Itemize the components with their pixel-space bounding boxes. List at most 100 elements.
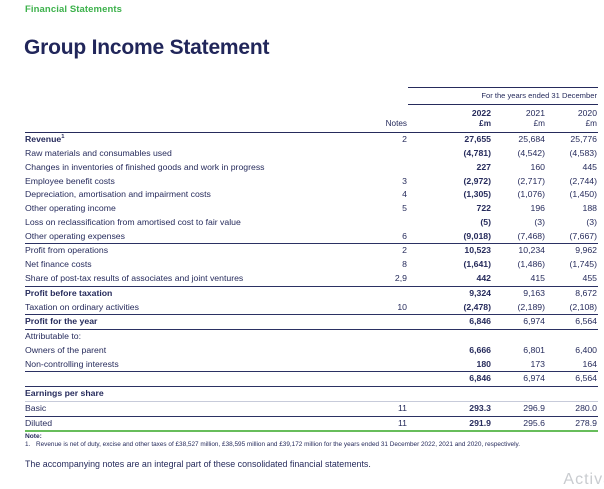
row-label: Revenue1 (25, 131, 370, 147)
value-2020 (546, 386, 598, 402)
value-2020: 8,672 (575, 287, 597, 298)
value-2020: (1,745) (569, 259, 597, 270)
value-2021 (492, 329, 546, 343)
value-2021 (492, 386, 546, 402)
table-row: Diluted 11 291.9 295.6 278.9 (25, 416, 598, 433)
value-2021: (7,468) (492, 229, 546, 245)
value-2020: 445 (582, 161, 598, 172)
row-note: 10 (370, 300, 408, 316)
value-2021: 6,801 (523, 344, 545, 355)
table-row: Share of post-tax results of associates … (25, 271, 598, 287)
header-spacer (25, 105, 408, 119)
year-2021-header: 2021 (525, 108, 545, 118)
row-note (370, 357, 408, 373)
table-row: Depreciation, amortisation and impairmen… (25, 188, 598, 202)
value-2020: 6,400 (575, 344, 597, 355)
row-note: 8 (402, 259, 407, 270)
value-2022 (408, 329, 492, 343)
year-2020-header: 2020 (577, 108, 597, 118)
watermark-text: Activa (563, 471, 604, 488)
unit-2020-header: £m (585, 119, 597, 128)
header-spacer (25, 88, 408, 105)
value-2020: 455 (546, 271, 598, 287)
unit-2022-header: £m (479, 119, 491, 128)
table-row: Revenue1 2 27,655 25,684 25,776 (25, 131, 598, 147)
value-2022: 6,846 (408, 371, 492, 388)
row-note (370, 314, 408, 330)
table-row: Changes in inventories of finished goods… (25, 161, 598, 175)
row-label: Attributable to: (25, 331, 82, 342)
value-2021: (1,076) (517, 189, 545, 200)
table-row: Attributable to: (25, 329, 598, 343)
table-row: Loss on reclassification from amortised … (25, 216, 598, 230)
value-2021: (2,189) (492, 300, 546, 316)
row-label: Profit before taxation (25, 287, 113, 298)
footnote-item: 1. Revenue is net of duty, excise and ot… (25, 441, 585, 450)
value-2021: 295.6 (492, 416, 546, 433)
row-note (370, 329, 408, 343)
table-row: Profit from operations 2 10,523 10,234 9,962 (25, 244, 598, 258)
row-note: 4 (402, 189, 407, 200)
value-2021: 173 (492, 357, 546, 373)
value-2022: (2,972) (463, 175, 491, 186)
value-2022: 27,655 (408, 131, 492, 147)
value-2021: 6,974 (492, 314, 546, 330)
table-row: Owners of the parent 6,666 6,801 6,400 (25, 344, 598, 358)
value-2020: (7,667) (546, 229, 598, 245)
row-label: Non-controlling interests (25, 357, 370, 373)
value-2022: 442 (408, 271, 492, 287)
value-2021: (4,542) (517, 147, 545, 158)
row-note (370, 161, 408, 175)
value-2020: 164 (546, 357, 598, 373)
row-label: Profit for the year (25, 314, 370, 330)
row-note: 2 (370, 131, 408, 147)
table-row: Employee benefit costs 3 (2,972) (2,717) (2,… (25, 174, 598, 188)
value-2022: (5) (480, 216, 491, 227)
table-row: Profit before taxation 9,324 9,163 8,672 (25, 286, 598, 300)
value-2021: 6,974 (492, 371, 546, 388)
row-label: Profit from operations (25, 245, 109, 256)
unit-header-row: Notes £m £m £m (25, 118, 598, 133)
row-label: Earnings per share (25, 386, 370, 402)
table-row: Other operating expenses 6 (9,018) (7,468)(… (25, 229, 598, 245)
value-2020: 6,564 (546, 314, 598, 330)
value-2020: 6,564 (546, 371, 598, 388)
row-label: Changes in inventories of finished goods… (25, 161, 265, 172)
footnote-ref: 1 (61, 134, 65, 141)
value-2022: 180 (408, 357, 492, 373)
income-table-body: Revenue1 2 27,655 25,684 25,776 Raw materials… (25, 131, 598, 433)
value-2020: (2,744) (569, 175, 597, 186)
row-label: Owners of the parent (25, 344, 107, 355)
header-spacer (25, 118, 370, 133)
value-2020: (4,583) (569, 147, 597, 158)
notes-column-header: Notes (385, 119, 407, 128)
table-row: Other operating income 5 722 196 188 (25, 202, 598, 216)
table-row: Net finance costs 8 (1,641) (1,486) (1,745) (25, 258, 598, 272)
value-2022: 722 (476, 203, 492, 214)
row-label: Diluted (25, 416, 370, 433)
table-row: Profit for the year 6,846 6,974 6,564 (25, 314, 598, 330)
value-2021: 196 (530, 203, 546, 214)
row-note (370, 344, 408, 358)
year-header-row: 2022 2021 2020 (25, 105, 598, 119)
unit-2021-header: £m (533, 119, 545, 128)
row-note (370, 147, 408, 161)
value-2020: (2,108) (546, 300, 598, 316)
row-note: 6 (370, 229, 408, 245)
row-label: Share of post-tax results of associates … (25, 271, 370, 287)
row-label: Employee benefit costs (25, 175, 115, 186)
value-2022: (1,641) (463, 259, 491, 270)
period-header-row: For the years ended 31 December (25, 87, 598, 105)
value-2022: 9,324 (469, 287, 491, 298)
value-2021: 10,234 (518, 245, 545, 256)
value-2020: (1,450) (569, 189, 597, 200)
value-2022: 293.3 (408, 401, 492, 417)
table-header: For the years ended 31 December 2022 202… (25, 87, 598, 133)
row-note: 11 (370, 416, 408, 433)
value-2020: (3) (586, 216, 597, 227)
row-note: 3 (402, 175, 407, 186)
value-2020: 188 (582, 203, 598, 214)
row-note: 2 (402, 245, 407, 256)
value-2020: 280.0 (546, 401, 598, 417)
footnote-block: Note: 1. Revenue is net of duty, excise … (25, 433, 585, 450)
